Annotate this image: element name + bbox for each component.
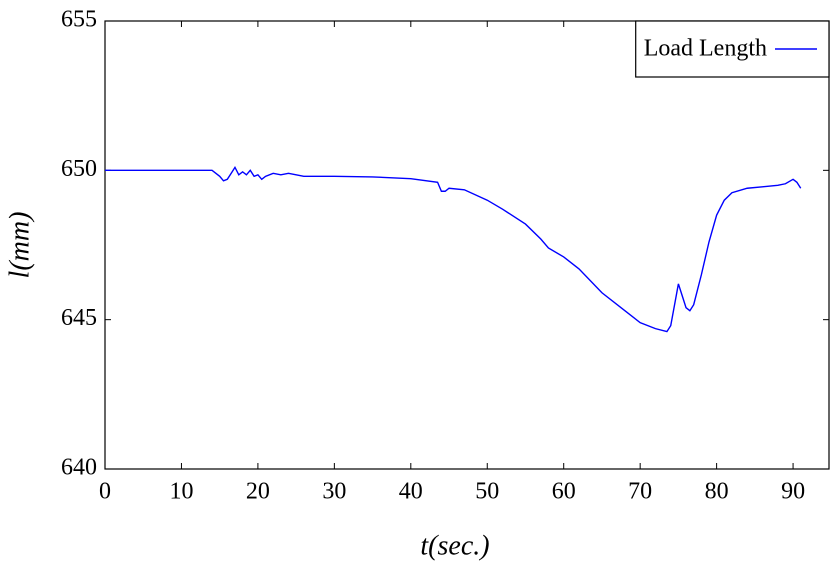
y-tick-label: 655 — [61, 7, 97, 33]
y-tick-label: 650 — [61, 156, 97, 182]
x-tick-label: 80 — [705, 479, 729, 505]
y-tick-label: 645 — [61, 305, 97, 331]
x-tick-label: 50 — [475, 479, 499, 505]
x-tick-label: 60 — [552, 479, 576, 505]
y-tick-label: 640 — [61, 455, 97, 481]
y-axis-label: l(mm) — [4, 212, 35, 279]
x-tick-label: 30 — [322, 479, 346, 505]
x-tick-label: 10 — [169, 479, 193, 505]
legend-label: Load Length — [644, 36, 767, 62]
x-axis-label: t(sec.) — [420, 530, 489, 561]
x-tick-label: 70 — [628, 479, 652, 505]
x-tick-label: 40 — [399, 479, 423, 505]
legend: Load Length — [635, 20, 830, 78]
x-tick-label: 20 — [246, 479, 270, 505]
plot-frame — [104, 20, 830, 470]
data-line — [105, 165, 802, 333]
x-tick-label: 90 — [781, 479, 805, 505]
x-tick-label: 0 — [99, 479, 111, 505]
